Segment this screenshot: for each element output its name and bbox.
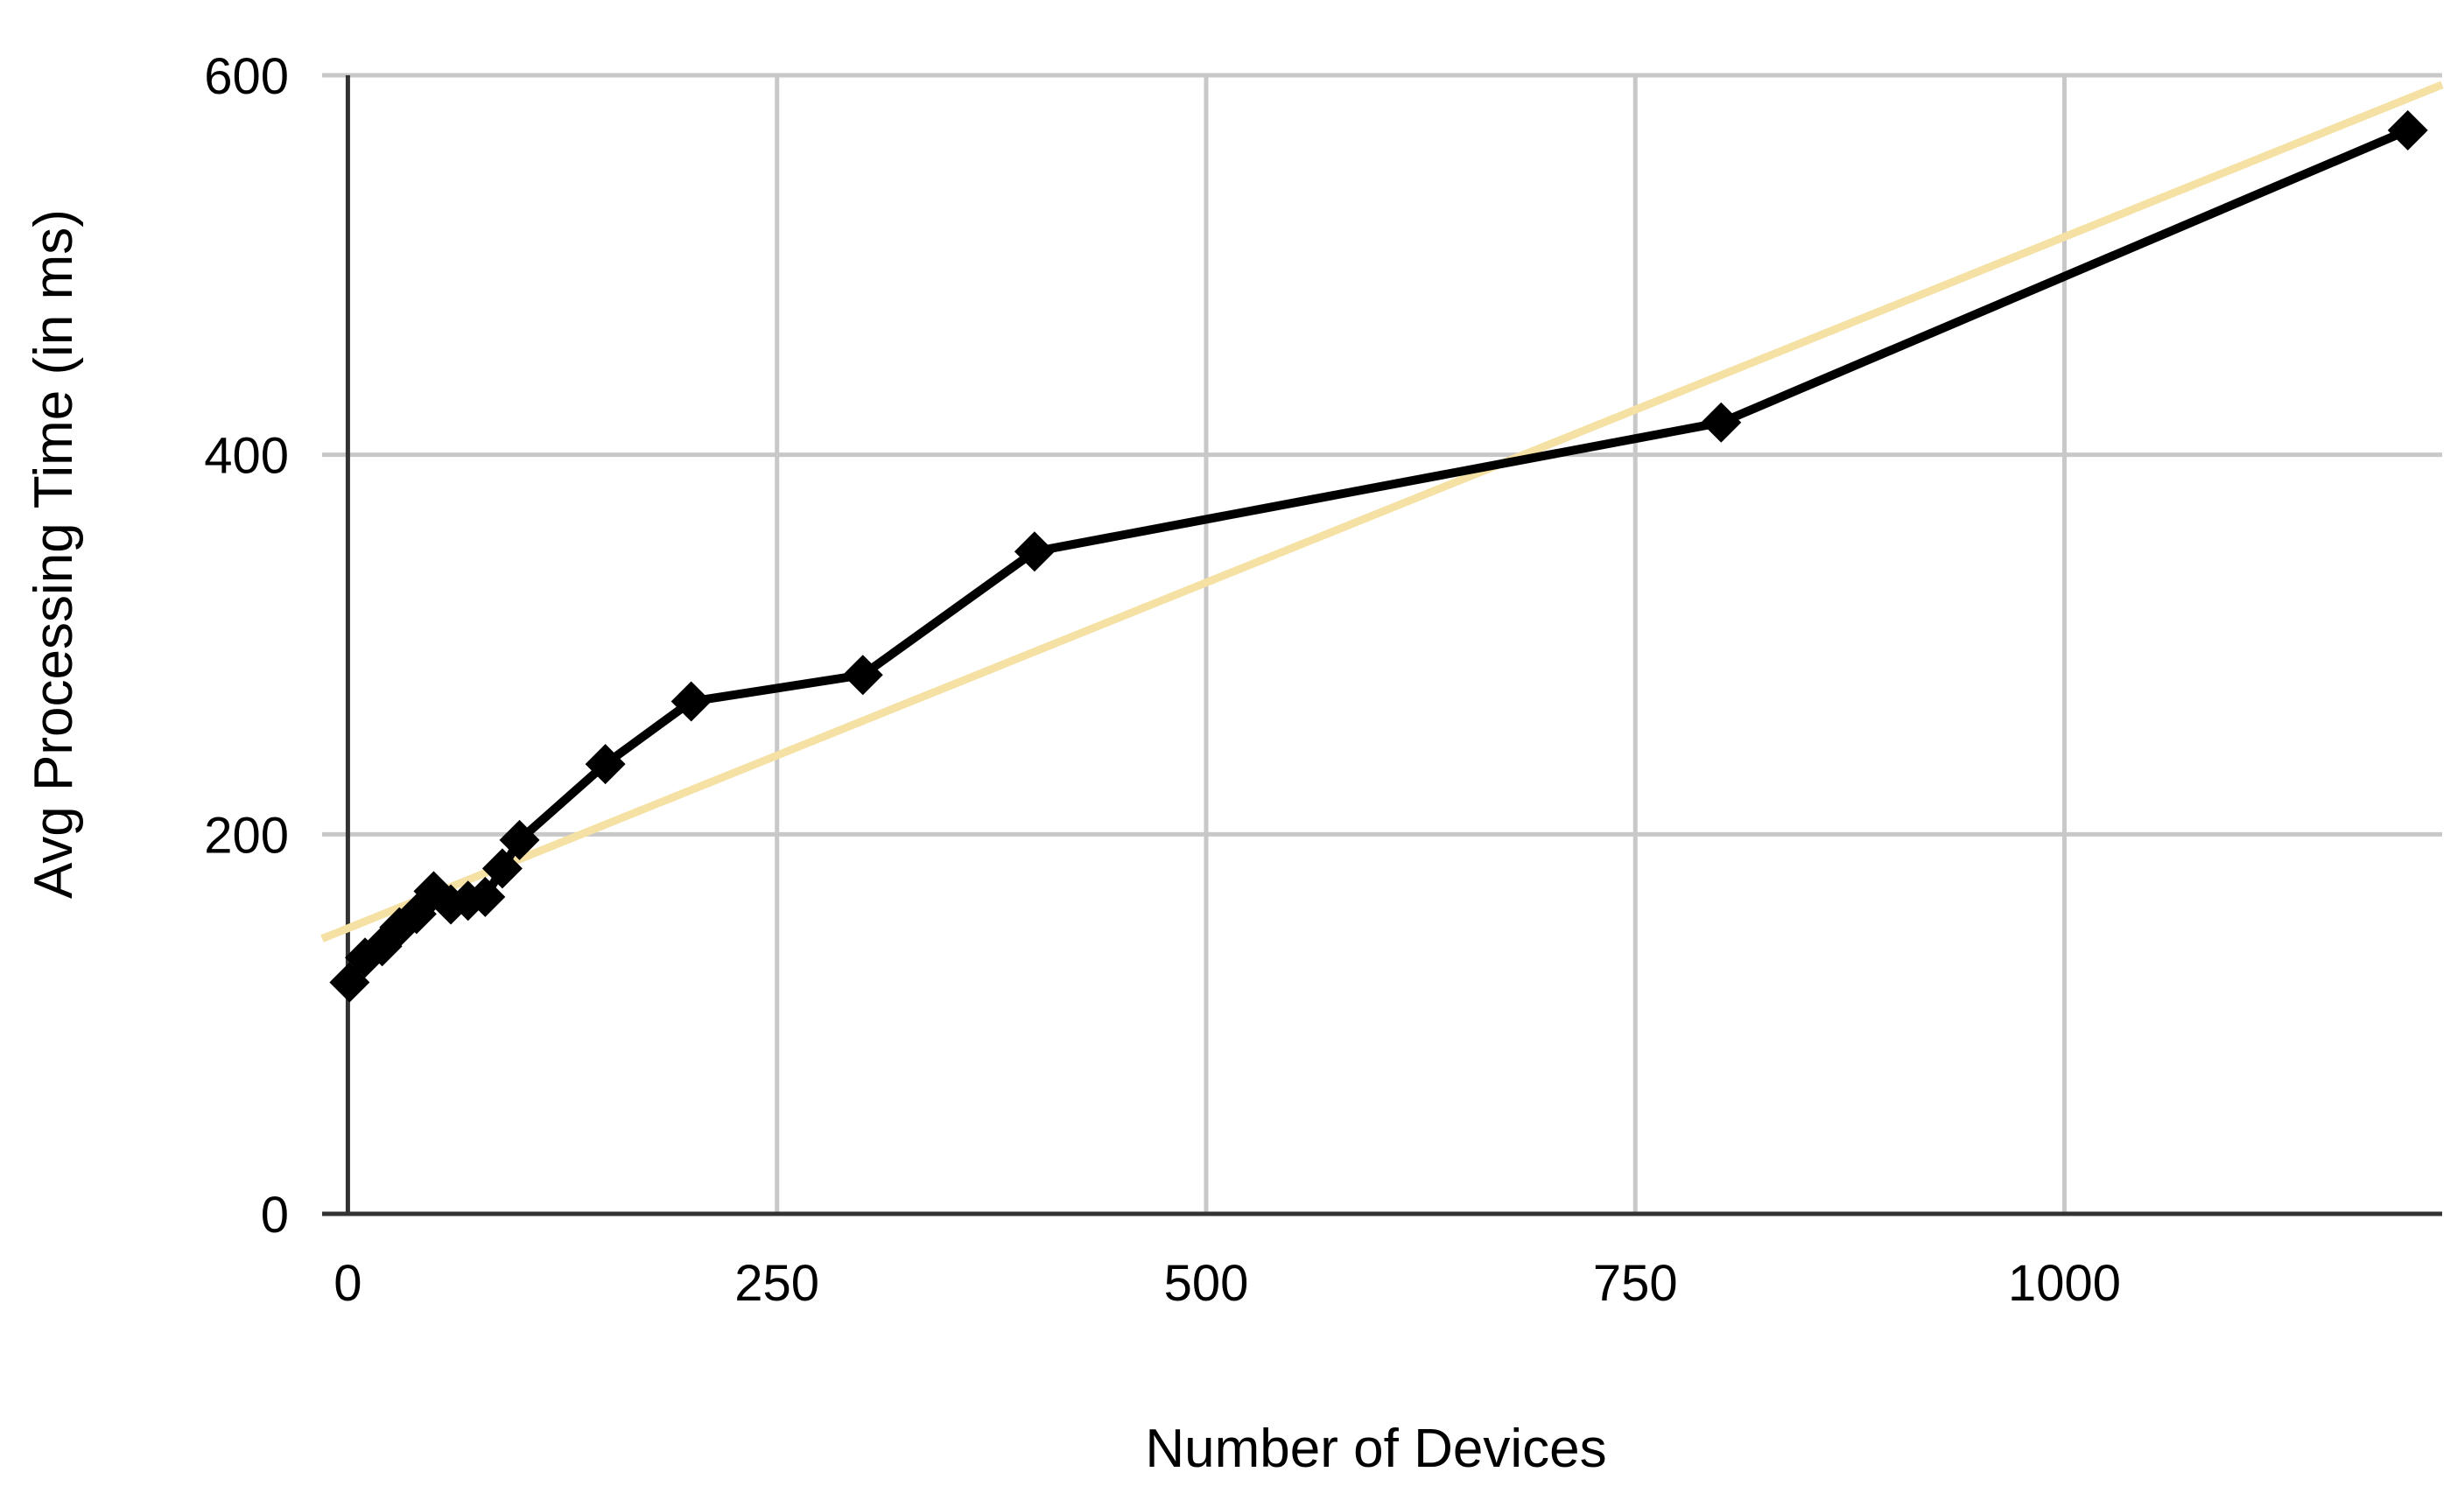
data-point-marker: [1014, 531, 1055, 572]
trendline: [320, 81, 2444, 943]
trendline-group: [320, 81, 2444, 943]
axes: [322, 75, 2442, 1216]
x-tick-label: 250: [734, 1255, 819, 1312]
data-point-marker: [465, 876, 506, 917]
data-point-marker: [670, 681, 712, 722]
y-tick-label: 600: [204, 48, 289, 105]
data-point-marker: [2387, 109, 2428, 151]
data-point-marker: [585, 744, 626, 785]
x-tick-label: 750: [1593, 1255, 1678, 1312]
y-tick-label: 0: [261, 1187, 289, 1244]
x-axis-title: Number of Devices: [1145, 1419, 1606, 1479]
y-tick-label: 400: [204, 428, 289, 485]
x-tick-label: 500: [1164, 1255, 1249, 1312]
data-point-marker: [1701, 402, 1742, 443]
data-point-marker: [842, 655, 883, 696]
y-tick-label: 200: [204, 807, 289, 864]
data-point-marker: [481, 848, 523, 889]
data-point-marker: [499, 819, 540, 860]
tick-labels: 0 250 500 750 1000 0 200 400 600: [204, 48, 2121, 1312]
x-tick-label: 0: [333, 1255, 362, 1312]
series-group: [329, 109, 2428, 1003]
y-axis-title: Avg Processing Time (in ms): [24, 209, 84, 899]
x-tick-label: 1000: [2008, 1255, 2121, 1312]
series-line: [345, 125, 2412, 987]
grid-lines: [322, 73, 2442, 1214]
